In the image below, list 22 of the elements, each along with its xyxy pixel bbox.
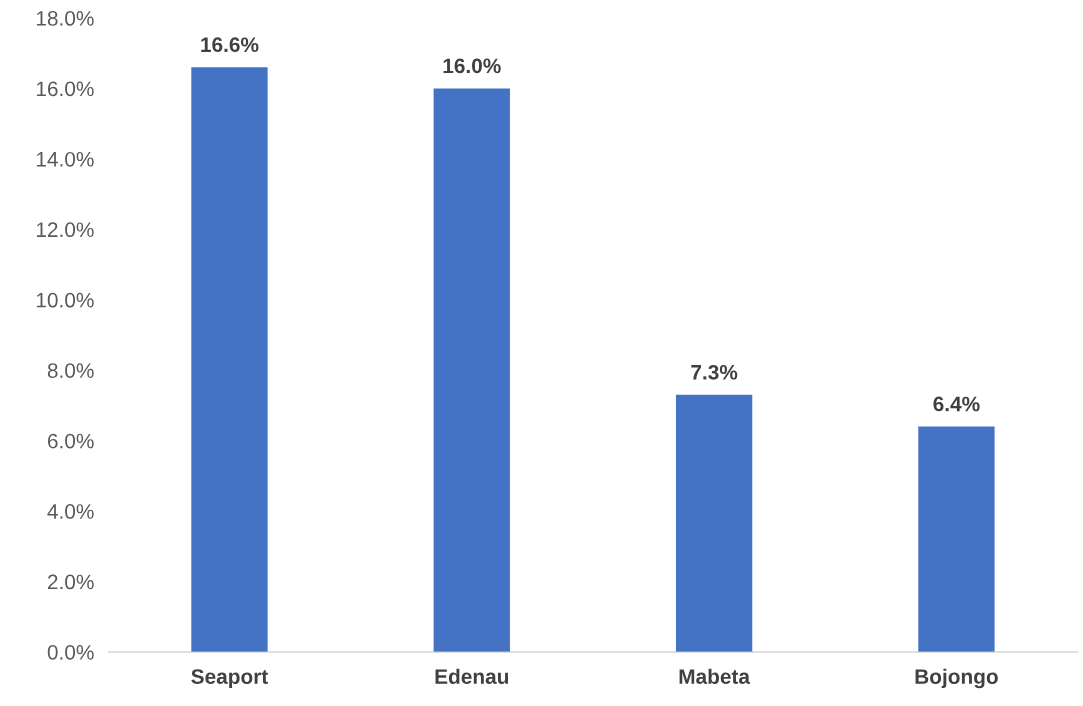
y-tick-label: 6.0%	[47, 433, 94, 449]
bar	[191, 67, 268, 652]
y-tick-label: 10.0%	[36, 292, 94, 308]
bar	[675, 394, 753, 652]
y-tick-label: 0.0%	[47, 644, 94, 660]
y-tick-label: 18.0%	[36, 11, 94, 26]
data-label: 16.6%	[201, 37, 259, 53]
data-label: 6.4%	[933, 396, 980, 412]
x-tick-label: Edenau	[435, 668, 509, 684]
y-tick-label: 4.0%	[47, 504, 94, 519]
y-tick-label: 16.0%	[36, 81, 94, 97]
x-tick-label: Mabeta	[679, 668, 751, 684]
data-label: 16.0%	[443, 58, 501, 74]
x-tick-label: Seaport	[191, 669, 268, 689]
y-tick-label: 14.0%	[36, 151, 94, 167]
y-tick-label: 8.0%	[47, 363, 94, 378]
y-tick-label: 2.0%	[47, 574, 94, 590]
bar	[918, 426, 995, 652]
bar	[433, 88, 510, 652]
data-label: 7.3%	[691, 364, 738, 380]
y-tick-label: 12.0%	[36, 222, 94, 238]
x-tick-label: Bojongo	[915, 668, 998, 689]
